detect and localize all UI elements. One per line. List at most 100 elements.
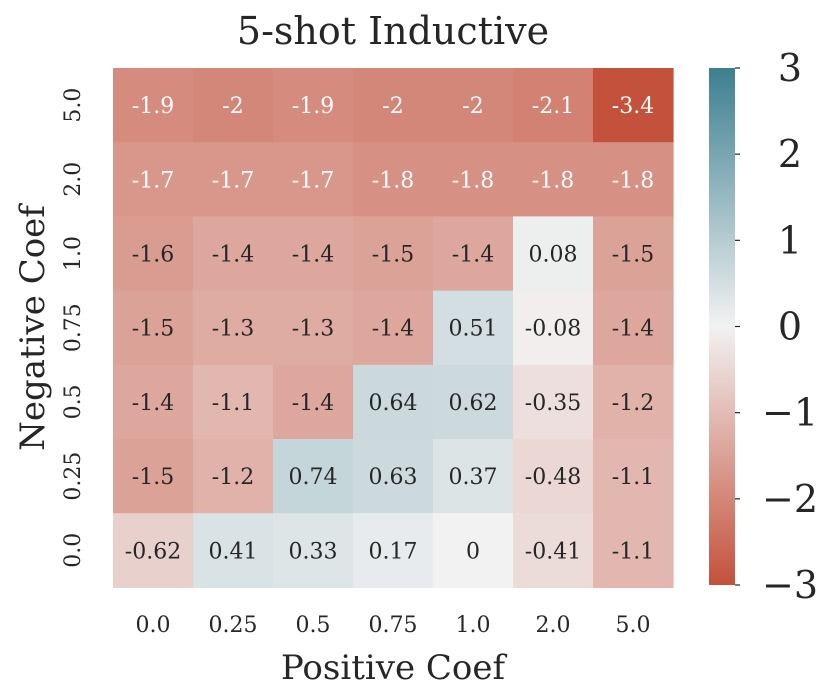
heatmap-cell: [353, 142, 434, 217]
heatmap-cell: [593, 364, 674, 440]
heatmap-cell: [593, 68, 674, 143]
cell-value-label: -1.8: [532, 168, 574, 193]
colorbar-tick-label: −3: [762, 563, 818, 607]
x-tick-labels: 0.0 0.25 0.5 0.75 1.0 2.0 5.0: [136, 613, 651, 638]
heatmap-cell: [593, 513, 674, 588]
cell-value-label: -2: [462, 94, 483, 119]
x-tick-label: 2.0: [536, 613, 571, 638]
heatmap-cell: [433, 290, 514, 366]
heatmap-cell: [593, 290, 674, 366]
heatmap-cell: [273, 290, 354, 366]
heatmap-cell: [513, 364, 594, 440]
cell-value-label: -1.9: [132, 94, 174, 119]
heatmap-cell: [273, 142, 354, 217]
cell-value-label: -3.4: [612, 94, 654, 119]
cell-value-label: -1.7: [212, 168, 254, 193]
cell-value-label: -1.4: [612, 317, 654, 342]
chart-title: 5-shot Inductive: [237, 9, 549, 53]
cell-value-label: -1.4: [372, 317, 414, 342]
heatmap-cell: [273, 68, 354, 143]
cell-value-label: 0.63: [369, 465, 418, 490]
heatmap-cell: [193, 439, 274, 514]
y-tick-labels: 5.0 2.0 1.0 0.75 0.5 0.25 0.0: [61, 88, 86, 568]
cell-value-label: -2: [222, 94, 243, 119]
heatmap-cell: [113, 216, 194, 292]
heatmap-cell: [513, 439, 594, 514]
x-tick-label: 1.0: [456, 613, 491, 638]
cell-value-label: 0.08: [529, 243, 578, 268]
cell-value-label: 0.41: [209, 539, 258, 564]
colorbar-tick-label: 2: [778, 132, 802, 176]
heatmap-cell: [193, 290, 274, 366]
heatmap-cell: [353, 513, 434, 588]
heatmap-cell: [353, 439, 434, 514]
heatmap-cell: [113, 364, 194, 440]
colorbar-tick-label: 1: [778, 218, 802, 262]
y-tick-label: 0.5: [61, 384, 86, 419]
x-tick-label: 5.0: [616, 613, 651, 638]
heatmap-cell: [353, 364, 434, 440]
cell-value-label: 0: [466, 539, 480, 564]
cell-value-label: -0.08: [525, 317, 581, 342]
cell-value-label: -1.4: [292, 391, 334, 416]
cell-value-label: -1.8: [612, 168, 654, 193]
colorbar: [709, 68, 735, 585]
heatmap-cell: [193, 68, 274, 143]
colorbar-tick-label: 3: [778, 46, 802, 90]
colorbar-ticks: 3 2 1 0 −1 −2 −3: [735, 46, 818, 607]
cell-value-label: -1.5: [132, 317, 174, 342]
heatmap-cell: [433, 364, 514, 440]
cell-value-label: -0.48: [525, 465, 581, 490]
heatmap-cell: [433, 439, 514, 514]
cell-value-label: -1.7: [132, 168, 174, 193]
cell-value-label: -1.4: [212, 243, 254, 268]
heatmap-cell: [593, 439, 674, 514]
y-tick-label: 1.0: [61, 236, 86, 271]
heatmap-cell: [433, 216, 514, 292]
cell-value-label: 0.64: [369, 391, 418, 416]
heatmap-cell: [193, 513, 274, 588]
x-tick-label: 0.5: [296, 613, 331, 638]
cell-value-label: -1.5: [612, 243, 654, 268]
cell-value-label: -1.6: [132, 243, 174, 268]
cell-value-label: 0.74: [289, 465, 338, 490]
heatmap-cell: [513, 68, 594, 143]
heatmap-cell: [433, 513, 514, 588]
cell-value-label: -1.9: [292, 94, 334, 119]
heatmap-cell: [513, 216, 594, 292]
cell-value-label: -1.4: [132, 391, 174, 416]
heatmap-cell: [353, 290, 434, 366]
y-tick-label: 0.75: [61, 303, 86, 352]
y-tick-label: 0.25: [61, 452, 86, 501]
cell-value-label: -2.1: [532, 94, 574, 119]
x-tick-label: 0.0: [136, 613, 171, 638]
heatmap-cell: [113, 142, 194, 217]
cell-value-label: 0.37: [449, 465, 498, 490]
x-tick-label: 0.75: [369, 613, 418, 638]
heatmap-cell: [193, 216, 274, 292]
heatmap-cell: [433, 142, 514, 217]
cell-value-label: -0.41: [525, 539, 581, 564]
cell-value-label: -1.2: [212, 465, 254, 490]
cell-value-label: -1.4: [292, 243, 334, 268]
heatmap-cell: [593, 216, 674, 292]
heatmap-cell: [593, 142, 674, 217]
cell-value-label: -0.62: [125, 539, 181, 564]
cell-value-label: -1.2: [612, 391, 654, 416]
colorbar-tick-label: −1: [762, 391, 818, 435]
cell-value-label: -1.4: [452, 243, 494, 268]
y-tick-label: 2.0: [61, 162, 86, 197]
heatmap-cell: [513, 142, 594, 217]
heatmap-cell: [353, 68, 434, 143]
heatmap-cell: [193, 142, 274, 217]
heatmap-cells: [113, 68, 674, 588]
cell-value-label: 0.17: [369, 539, 418, 564]
y-tick-label: 5.0: [61, 88, 86, 123]
cell-value-label: -0.35: [525, 391, 581, 416]
cell-value-label: 0.33: [289, 539, 338, 564]
y-axis-label: Negative Coef: [13, 203, 53, 451]
heatmap-cell: [273, 364, 354, 440]
cell-value-label: -1.7: [292, 168, 334, 193]
cell-value-label: -1.3: [212, 317, 254, 342]
